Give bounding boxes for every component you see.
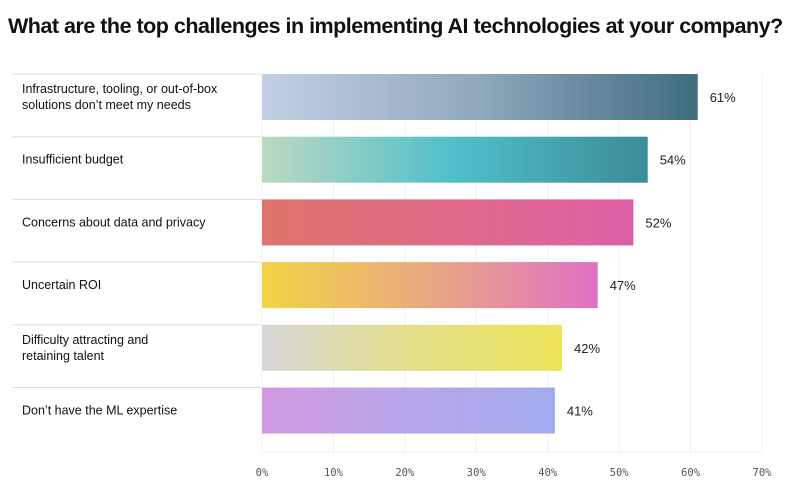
x-tick-label: 30% [467,467,487,479]
bar [262,324,562,371]
x-tick-label: 10% [324,467,344,479]
bar [262,199,634,246]
bar [262,74,698,120]
chart-title: What are the top challenges in implement… [8,14,783,38]
x-tick-label: 60% [681,467,701,479]
category-label: solutions don’t meet my needs [22,98,191,112]
category-label: Insufficient budget [22,153,124,167]
value-label: 52% [645,215,671,230]
x-tick-label: 70% [753,467,773,479]
value-label: 54% [660,153,686,168]
category-label: Difficulty attracting and [22,333,148,347]
category-label: retaining talent [22,349,105,363]
x-tick-label: 0% [256,467,269,479]
x-tick-label: 20% [395,467,415,479]
value-label: 41% [567,404,593,419]
bar [262,387,555,434]
category-label: Don’t have the ML expertise [22,404,177,418]
bar [262,136,648,183]
category-label: Concerns about data and privacy [22,215,206,229]
category-label: Infrastructure, tooling, or out-of-box [22,82,218,96]
value-label: 47% [610,278,636,293]
x-tick-label: 40% [538,467,558,479]
value-label: 61% [710,90,736,105]
bar [262,262,598,309]
category-label: Uncertain ROI [22,278,101,292]
x-tick-label: 50% [610,467,630,479]
value-label: 42% [574,341,600,356]
